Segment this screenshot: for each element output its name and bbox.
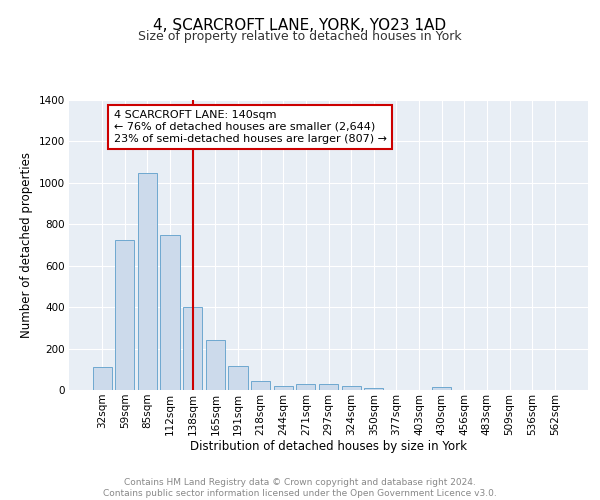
Text: Size of property relative to detached houses in York: Size of property relative to detached ho… <box>138 30 462 43</box>
Text: 4, SCARCROFT LANE, YORK, YO23 1AD: 4, SCARCROFT LANE, YORK, YO23 1AD <box>154 18 446 32</box>
Bar <box>229 366 248 390</box>
Text: 4 SCARCROFT LANE: 140sqm
← 76% of detached houses are smaller (2,644)
23% of sem: 4 SCARCROFT LANE: 140sqm ← 76% of detach… <box>113 110 386 144</box>
Bar <box>160 234 180 390</box>
X-axis label: Distribution of detached houses by size in York: Distribution of detached houses by size … <box>190 440 467 454</box>
Y-axis label: Number of detached properties: Number of detached properties <box>20 152 33 338</box>
Bar <box>251 380 270 390</box>
Bar <box>183 307 202 390</box>
Bar <box>92 367 112 390</box>
Text: Contains HM Land Registry data © Crown copyright and database right 2024.
Contai: Contains HM Land Registry data © Crown c… <box>103 478 497 498</box>
Bar <box>274 386 293 390</box>
Bar <box>138 172 157 390</box>
Bar <box>341 386 361 390</box>
Bar <box>206 340 225 390</box>
Bar <box>319 384 338 390</box>
Bar <box>364 388 383 390</box>
Bar <box>432 387 451 390</box>
Bar <box>296 384 316 390</box>
Bar <box>115 240 134 390</box>
